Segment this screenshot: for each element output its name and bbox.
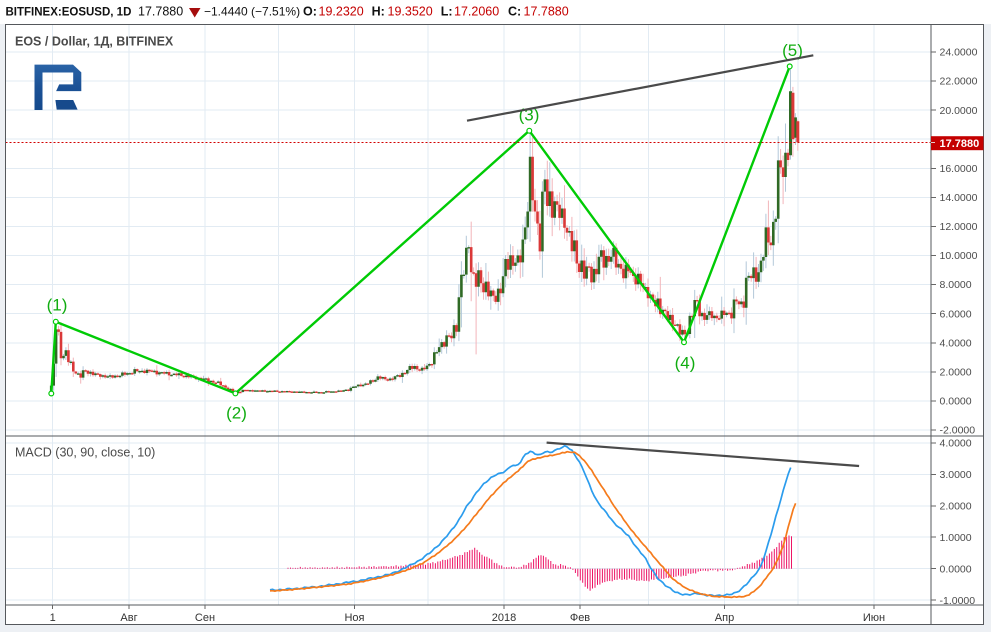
svg-text:2.0000: 2.0000 [940, 366, 972, 378]
svg-text:Авг: Авг [120, 612, 137, 624]
svg-text:C:: C: [508, 5, 521, 19]
svg-text:L:: L: [441, 5, 453, 19]
svg-text:Ноя: Ноя [344, 612, 364, 624]
svg-text:3.0000: 3.0000 [940, 469, 972, 481]
svg-text:6.0000: 6.0000 [940, 308, 972, 320]
svg-text:1.0000: 1.0000 [940, 532, 972, 544]
svg-text:16.0000: 16.0000 [940, 163, 978, 175]
svg-text:24.0000: 24.0000 [940, 47, 978, 59]
svg-text:Фев: Фев [570, 612, 590, 624]
svg-text:17.2060: 17.2060 [454, 5, 499, 19]
svg-text:O:: O: [303, 5, 317, 19]
svg-text:4.0000: 4.0000 [940, 337, 972, 349]
svg-text:−1.4440 (−7.51%): −1.4440 (−7.51%) [204, 5, 300, 19]
svg-text:2018: 2018 [492, 612, 516, 624]
svg-text:19.2320: 19.2320 [319, 5, 364, 19]
svg-text:-1.0000: -1.0000 [940, 595, 976, 607]
svg-text:10.0000: 10.0000 [940, 250, 978, 262]
svg-text:2.0000: 2.0000 [940, 500, 972, 512]
svg-text:EOS / Dollar, 1Д, BITFINEX: EOS / Dollar, 1Д, BITFINEX [15, 35, 174, 49]
svg-text:8.0000: 8.0000 [940, 279, 972, 291]
svg-text:MACD (30, 90, close, 10): MACD (30, 90, close, 10) [15, 446, 155, 460]
svg-text:BITFINEX:EOSUSD, 1D: BITFINEX:EOSUSD, 1D [6, 7, 132, 19]
svg-text:14.0000: 14.0000 [940, 192, 978, 204]
svg-text:22.0000: 22.0000 [940, 76, 978, 88]
svg-text:H:: H: [372, 5, 385, 19]
svg-text:17.7880: 17.7880 [138, 5, 183, 19]
svg-text:Сен: Сен [195, 612, 215, 624]
svg-text:20.0000: 20.0000 [940, 105, 978, 117]
svg-text:(5): (5) [782, 41, 803, 60]
svg-text:0.0000: 0.0000 [940, 563, 972, 575]
svg-text:(4): (4) [675, 354, 696, 373]
svg-text:17.7880: 17.7880 [524, 5, 569, 19]
svg-text:19.3520: 19.3520 [388, 5, 433, 19]
svg-text:(1): (1) [47, 296, 68, 315]
svg-text:1: 1 [50, 612, 56, 624]
svg-text:(2): (2) [226, 404, 247, 423]
svg-text:Апр: Апр [715, 612, 734, 624]
svg-text:Июн: Июн [863, 612, 885, 624]
svg-text:17.7880: 17.7880 [940, 138, 980, 150]
svg-text:4.0000: 4.0000 [940, 437, 972, 449]
svg-text:12.0000: 12.0000 [940, 221, 978, 233]
svg-text:-2.0000: -2.0000 [940, 425, 976, 437]
svg-text:0.0000: 0.0000 [940, 396, 972, 408]
